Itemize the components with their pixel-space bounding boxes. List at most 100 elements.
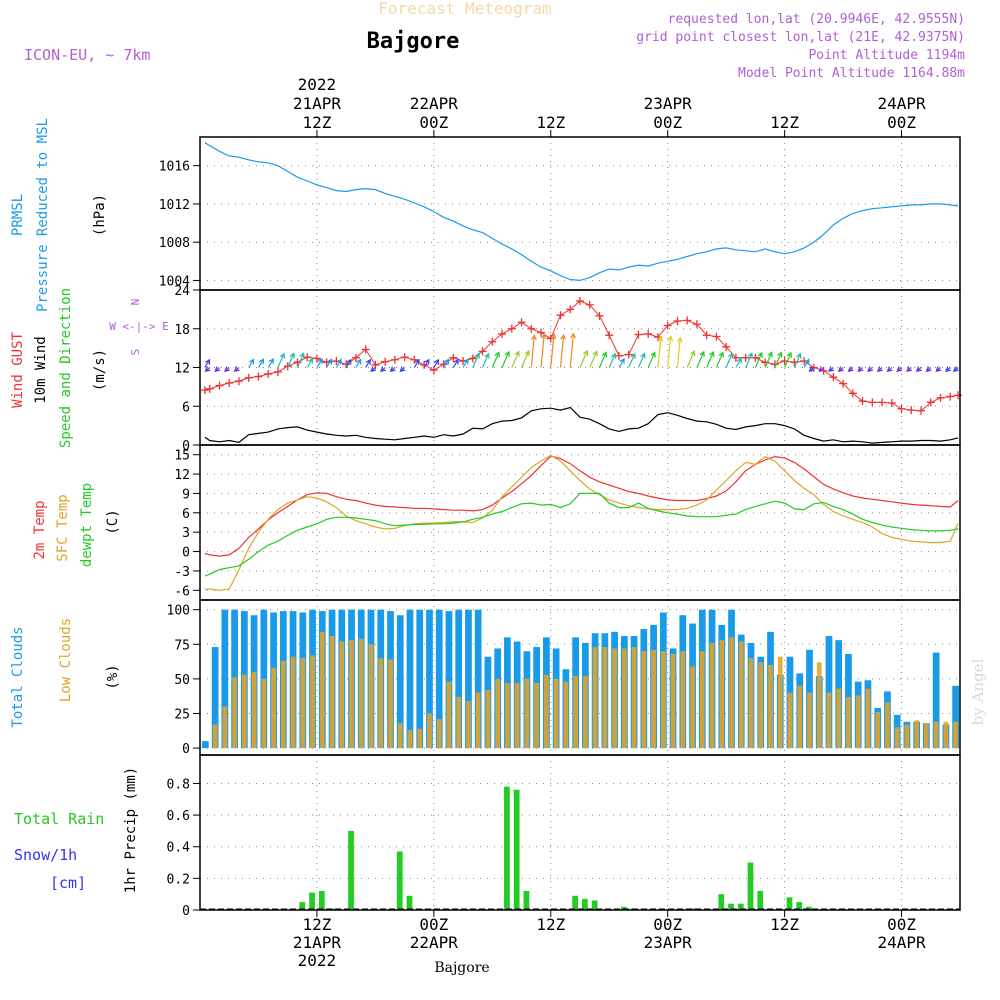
gust-point bbox=[585, 300, 594, 309]
gust-line bbox=[204, 300, 959, 412]
gust-point bbox=[478, 347, 487, 356]
wind-arrow bbox=[828, 366, 835, 372]
total-cloud-bar bbox=[474, 609, 482, 749]
gust-point bbox=[722, 342, 731, 351]
wind-ytick-label: 18 bbox=[174, 323, 190, 338]
low-cloud-bar bbox=[583, 676, 588, 749]
wind-arrow bbox=[935, 366, 942, 372]
wind-arrow bbox=[867, 366, 874, 372]
gust-point bbox=[634, 330, 643, 339]
cloud-ytick-label: 25 bbox=[174, 707, 190, 722]
low-cloud-bar bbox=[680, 651, 686, 749]
top-time-label: 21APR bbox=[293, 94, 342, 113]
pressure-frame bbox=[199, 136, 961, 291]
low-cloud-bar bbox=[553, 678, 559, 749]
low-cloud-bar bbox=[241, 674, 247, 749]
gust-point bbox=[273, 368, 282, 377]
gust-point bbox=[420, 360, 429, 369]
rain-bar bbox=[348, 830, 354, 910]
gust-point bbox=[673, 317, 682, 325]
gust-point bbox=[234, 377, 243, 386]
temp-sfc-line bbox=[204, 454, 959, 591]
low-cloud-bar bbox=[816, 662, 822, 749]
gust-point bbox=[839, 379, 848, 388]
panels-layer: 100410081012101606121824-6-3036912150255… bbox=[159, 136, 963, 919]
wind-arrow bbox=[784, 351, 793, 368]
wind-arrow bbox=[462, 358, 469, 368]
wind-arrow bbox=[715, 351, 724, 368]
gust-point bbox=[605, 331, 614, 340]
gust-point bbox=[624, 350, 633, 359]
gust-point bbox=[731, 353, 740, 362]
wind-arrow bbox=[818, 366, 825, 372]
bottom-time-label: 00Z bbox=[653, 915, 682, 934]
low-cloud-bar bbox=[690, 666, 695, 749]
wind-arrow bbox=[443, 358, 450, 368]
wind-arrow bbox=[647, 351, 656, 368]
precip-ytick-label: 0.8 bbox=[167, 777, 190, 792]
low-cloud-bar bbox=[407, 730, 413, 749]
temp-label-dewpt: dewpt Temp bbox=[79, 483, 95, 567]
low-cloud-bar bbox=[495, 678, 501, 749]
low-cloud-bar bbox=[329, 635, 335, 749]
cloud-labels: Total Clouds Low Clouds (%) bbox=[10, 618, 121, 728]
wind-arrow bbox=[837, 366, 844, 372]
wind-arrow bbox=[482, 352, 490, 368]
wind-arrow bbox=[399, 366, 406, 372]
low-cloud-bar bbox=[699, 651, 705, 749]
rain-bar bbox=[504, 786, 510, 910]
temp-frame bbox=[199, 444, 961, 601]
total-cloud-bar bbox=[221, 609, 229, 749]
low-cloud-bar bbox=[592, 647, 598, 749]
gust-point bbox=[498, 329, 507, 338]
top-time-label: 12Z bbox=[536, 113, 565, 132]
header-subtitle: Forecast Meteogram bbox=[378, 0, 551, 18]
total-cloud-bar bbox=[396, 615, 404, 749]
wind-speed-line bbox=[204, 406, 959, 444]
cloud-ytick-label: 100 bbox=[167, 604, 190, 619]
low-cloud-bar bbox=[602, 647, 608, 749]
precip-label-rain: Total Rain bbox=[14, 810, 104, 828]
rain-bar bbox=[757, 891, 764, 910]
wind-ytick-label: 0 bbox=[182, 439, 190, 454]
pressure-ytick-label: 1008 bbox=[159, 236, 190, 251]
wind-label-10m: 10m Wind bbox=[33, 336, 49, 403]
gust-point bbox=[537, 328, 546, 337]
wind-arrow bbox=[277, 352, 285, 368]
wind-arrow bbox=[491, 351, 500, 368]
temp-label-sfc: SFC Temp bbox=[55, 494, 71, 561]
low-cloud-bar bbox=[514, 683, 520, 749]
rain-bar bbox=[523, 891, 530, 910]
total-cloud-bar bbox=[211, 647, 219, 749]
low-cloud-bar bbox=[378, 658, 384, 749]
gust-point bbox=[644, 329, 653, 338]
temp-ytick-label: 15 bbox=[174, 449, 190, 464]
wind-label-gust: Wind GUST bbox=[10, 332, 26, 408]
gust-point bbox=[692, 320, 701, 329]
low-cloud-bar bbox=[485, 689, 491, 749]
wind-arrow bbox=[389, 366, 396, 372]
cloud-label-low: Low Clouds bbox=[58, 618, 74, 702]
wind-arrow bbox=[345, 358, 352, 368]
rain-bar bbox=[747, 862, 754, 910]
total-cloud-bar bbox=[932, 652, 940, 749]
temp-label-2m: 2m Temp bbox=[32, 500, 48, 559]
low-cloud-bar bbox=[436, 719, 442, 749]
gust-point bbox=[468, 354, 477, 363]
low-cloud-bar bbox=[563, 681, 569, 749]
low-cloud-bar bbox=[670, 653, 676, 749]
total-cloud-bar bbox=[416, 609, 424, 749]
low-cloud-bar bbox=[768, 665, 773, 749]
wind-arrow bbox=[267, 357, 274, 368]
low-cloud-bar bbox=[232, 677, 237, 749]
low-cloud-bar bbox=[388, 659, 393, 749]
wind-arrow bbox=[287, 352, 295, 368]
wind-arrow bbox=[952, 366, 959, 372]
total-cloud-bar bbox=[465, 609, 472, 749]
wind-arrow bbox=[306, 357, 314, 368]
temp-ytick-label: 6 bbox=[182, 507, 190, 522]
bottom-time-label: 24APR bbox=[877, 933, 926, 952]
wind-arrow bbox=[370, 366, 377, 372]
wind-label-dir: Speed and Direction bbox=[58, 288, 74, 448]
gust-point bbox=[946, 392, 955, 401]
